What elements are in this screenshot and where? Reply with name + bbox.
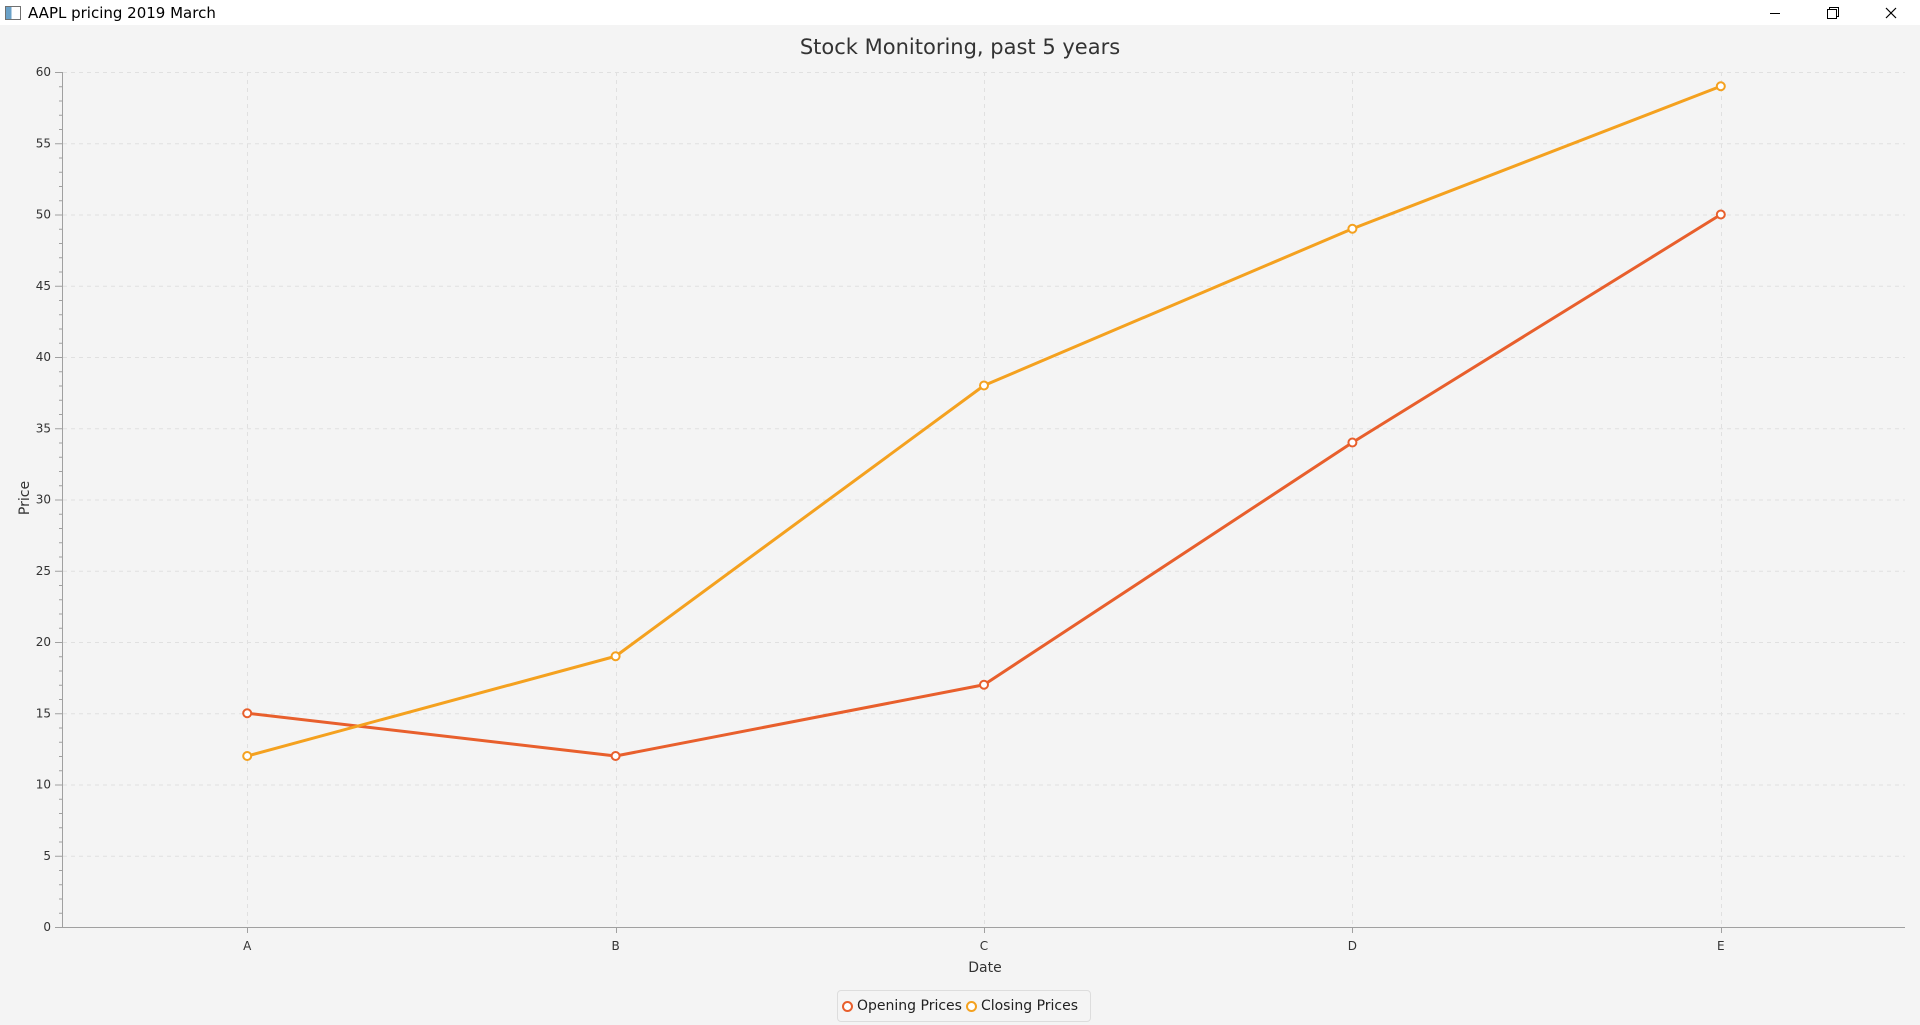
close-icon	[1885, 7, 1897, 18]
legend-item-closing: Closing Prices	[965, 998, 1079, 1014]
chart-area: Stock Monitoring, past 5 years 0 5 10 15 20 2…	[0, 25, 1920, 1025]
x-tick-label: C	[980, 939, 988, 953]
data-point	[979, 679, 989, 690]
data-point	[1715, 209, 1726, 220]
y-tick-label: 60	[36, 65, 51, 79]
y-tick-label: 0	[43, 920, 51, 934]
y-tick-label: 5	[43, 849, 51, 863]
y-tick-label: 20	[36, 635, 51, 649]
legend-symbol-opening	[842, 1000, 853, 1012]
window-titlebar[interactable]: AAPL pricing 2019 March	[0, 0, 1920, 25]
y-tick-label: 30	[36, 493, 51, 507]
legend-label-closing: Closing Prices	[980, 998, 1079, 1014]
legend-item-opening: Opening Prices	[842, 998, 962, 1014]
data-point	[610, 751, 621, 761]
line-chart: 0 5 10 15 20 25 30 35 40 45 50 55 60 A B C D E	[36, 65, 1905, 953]
data-point	[1347, 437, 1358, 448]
data-point	[979, 380, 989, 391]
x-tick-label: A	[243, 939, 252, 953]
y-tick-label: 10	[36, 778, 51, 792]
minimize-button[interactable]	[1746, 0, 1804, 25]
data-point	[610, 651, 621, 662]
window-controls	[1746, 0, 1920, 25]
data-point	[1347, 223, 1358, 234]
restore-button[interactable]	[1804, 0, 1862, 25]
y-tick-label: 45	[36, 279, 51, 293]
x-tick-label: D	[1348, 939, 1357, 953]
x-tick-label: B	[611, 939, 619, 953]
x-axis-label: Date	[968, 960, 1002, 976]
x-tick-label: E	[1717, 939, 1725, 953]
close-button[interactable]	[1862, 0, 1920, 25]
data-point	[242, 708, 253, 719]
legend-label-opening: Opening Prices	[857, 998, 962, 1014]
data-point	[1715, 81, 1726, 92]
y-tick-label: 40	[36, 350, 51, 364]
y-tick-label: 50	[36, 208, 51, 222]
y-tick-label: 55	[36, 136, 51, 150]
legend-symbol-closing	[965, 1000, 977, 1012]
minimize-icon	[1770, 12, 1780, 14]
chart-title: Stock Monitoring, past 5 years	[799, 35, 1121, 59]
app-icon	[5, 5, 21, 20]
y-tick-label: 25	[36, 564, 51, 578]
restore-icon	[1827, 6, 1839, 19]
window-title: AAPL pricing 2019 March	[28, 3, 216, 22]
data-point	[242, 751, 253, 761]
y-tick-label: 15	[36, 706, 51, 720]
y-tick-label: 35	[36, 421, 51, 435]
y-axis-label: Price	[17, 480, 33, 516]
chart-legend: Opening Prices Closing Prices	[837, 990, 1092, 1022]
